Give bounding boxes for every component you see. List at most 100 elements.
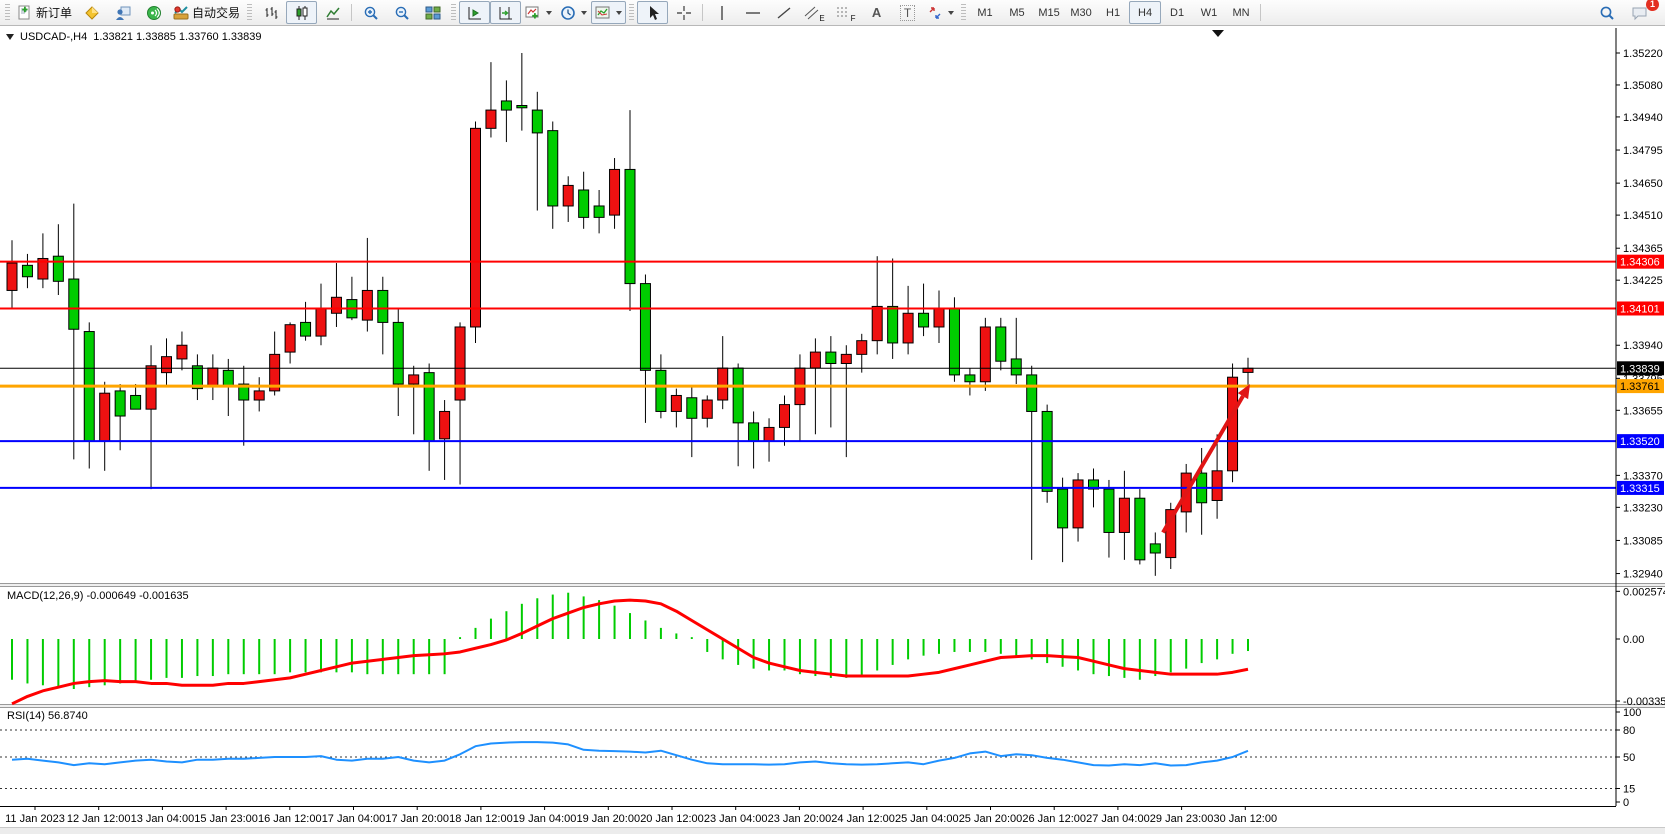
trend-arrow[interactable] bbox=[1161, 395, 1245, 534]
candle bbox=[840, 353, 852, 365]
pane-separator[interactable] bbox=[0, 583, 1665, 587]
timeframe-m1-button[interactable]: M1 bbox=[969, 1, 1001, 24]
chart-shift-button[interactable] bbox=[490, 1, 522, 24]
trend-arrow-head[interactable] bbox=[1237, 384, 1250, 400]
text-label-glyph: T bbox=[899, 4, 916, 21]
candlestick-mode-button[interactable] bbox=[286, 1, 318, 24]
candle bbox=[161, 356, 172, 374]
market-button[interactable] bbox=[107, 1, 138, 24]
candle bbox=[686, 397, 698, 419]
toolbar-grip[interactable] bbox=[451, 4, 457, 21]
chart-shift-marker[interactable] bbox=[1212, 30, 1224, 37]
macd-axis-label: 0.00 bbox=[1623, 634, 1644, 646]
toolbar-grip[interactable] bbox=[247, 4, 253, 21]
timeframe-label: M30 bbox=[1070, 6, 1092, 19]
auto-scroll-button[interactable] bbox=[459, 1, 491, 24]
chart-shift-icon bbox=[499, 6, 512, 19]
notification-count-badge: 1 bbox=[1646, 0, 1659, 11]
time-axis-label: 15 Jan 23:00 bbox=[194, 813, 258, 825]
candle bbox=[995, 326, 1007, 362]
trendline-tool-button[interactable] bbox=[768, 1, 799, 24]
text-tool-glyph: A bbox=[871, 5, 882, 20]
new-chart-button[interactable] bbox=[521, 1, 556, 24]
pane-separator[interactable] bbox=[0, 704, 1665, 708]
candle bbox=[37, 257, 49, 280]
zoom-in-button[interactable] bbox=[355, 1, 386, 24]
search-button[interactable] bbox=[1591, 1, 1622, 24]
time-axis-label: 25 Jan 20:00 bbox=[959, 813, 1023, 825]
price-badge-label: 1.33315 bbox=[1620, 483, 1660, 495]
timeframe-d1-button[interactable]: D1 bbox=[1161, 1, 1193, 24]
timeframe-label: M1 bbox=[977, 6, 993, 19]
text-label-tool-button[interactable]: T bbox=[892, 1, 923, 24]
tile-windows-button[interactable] bbox=[417, 1, 448, 24]
text-tool-button[interactable]: A bbox=[861, 1, 892, 24]
candle bbox=[408, 374, 420, 385]
timeframe-m5-button[interactable]: M5 bbox=[1001, 1, 1033, 24]
time-axis-label: 23 Jan 04:00 bbox=[704, 813, 768, 825]
price-axis-label: 1.32940 bbox=[1623, 569, 1663, 581]
metaeditor-button[interactable] bbox=[76, 1, 107, 24]
candle bbox=[130, 394, 142, 410]
candle bbox=[485, 109, 497, 129]
timeframe-h4-button[interactable]: H4 bbox=[1129, 1, 1162, 24]
candle bbox=[763, 426, 775, 442]
price-axis-label: 1.35220 bbox=[1623, 48, 1663, 60]
candle bbox=[871, 305, 883, 342]
candle bbox=[948, 308, 960, 376]
time-axis-label: 30 Jan 12:00 bbox=[1213, 813, 1277, 825]
candle bbox=[933, 308, 945, 328]
periods-button[interactable] bbox=[556, 1, 591, 24]
candle bbox=[624, 168, 636, 285]
indicators-button[interactable] bbox=[591, 1, 627, 24]
timeframe-m30-button[interactable]: M30 bbox=[1065, 1, 1097, 24]
toolbar-grip[interactable] bbox=[629, 4, 635, 21]
toolbar-grip[interactable] bbox=[5, 4, 10, 21]
price-axis-label: 1.34225 bbox=[1623, 275, 1663, 287]
channel-icon bbox=[805, 6, 819, 19]
new-order-button[interactable]: 新订单 bbox=[13, 1, 76, 24]
vertical-line-icon bbox=[720, 5, 723, 20]
indicators-icon bbox=[595, 6, 610, 18]
crosshair-button[interactable] bbox=[668, 1, 699, 24]
timeframe-m15-button[interactable]: M15 bbox=[1033, 1, 1065, 24]
new-chart-icon bbox=[525, 6, 539, 18]
arrows-tool-button[interactable] bbox=[923, 1, 958, 24]
line-chart-mode-button[interactable] bbox=[317, 1, 348, 24]
price-badge-label: 1.34101 bbox=[1620, 303, 1660, 315]
horizontal-line-tool-button[interactable] bbox=[737, 1, 768, 24]
channel-tool-button[interactable]: E bbox=[799, 1, 830, 24]
candle bbox=[423, 372, 435, 442]
horizontal-line-icon bbox=[745, 11, 760, 14]
candle bbox=[593, 205, 605, 218]
zoom-out-button[interactable] bbox=[386, 1, 417, 24]
toolbar-grip[interactable] bbox=[961, 4, 967, 21]
candle bbox=[284, 324, 296, 353]
chart-background bbox=[0, 26, 1665, 834]
timeframe-h1-button[interactable]: H1 bbox=[1097, 1, 1129, 24]
vertical-line-tool-button[interactable] bbox=[706, 1, 737, 24]
rsi-axis-label: 50 bbox=[1623, 752, 1635, 764]
alerts-button[interactable] bbox=[138, 1, 169, 24]
timeframe-mn-button[interactable]: MN bbox=[1225, 1, 1257, 24]
candle bbox=[392, 321, 404, 385]
autotrading-icon bbox=[173, 5, 189, 19]
timeframe-w1-button[interactable]: W1 bbox=[1193, 1, 1225, 24]
cursor-button[interactable] bbox=[637, 1, 669, 24]
candle bbox=[779, 404, 790, 428]
candle bbox=[732, 367, 744, 424]
autotrading-button[interactable]: 自动交易 bbox=[169, 1, 244, 24]
notifications-button[interactable]: 1 bbox=[1624, 0, 1659, 24]
candle bbox=[655, 369, 667, 412]
price-badge-label: 1.33520 bbox=[1620, 436, 1660, 448]
time-axis-label: 13 Jan 04:00 bbox=[131, 813, 195, 825]
line-chart-icon bbox=[325, 7, 340, 19]
timeframe-label: W1 bbox=[1200, 6, 1218, 19]
candle bbox=[176, 344, 188, 360]
time-axis-label: 27 Jan 04:00 bbox=[1086, 813, 1150, 825]
candle bbox=[1088, 479, 1099, 490]
bar-chart-mode-button[interactable] bbox=[255, 1, 286, 24]
fibonacci-tool-button[interactable]: F bbox=[830, 1, 861, 24]
time-axis-label: 26 Jan 12:00 bbox=[1022, 813, 1086, 825]
